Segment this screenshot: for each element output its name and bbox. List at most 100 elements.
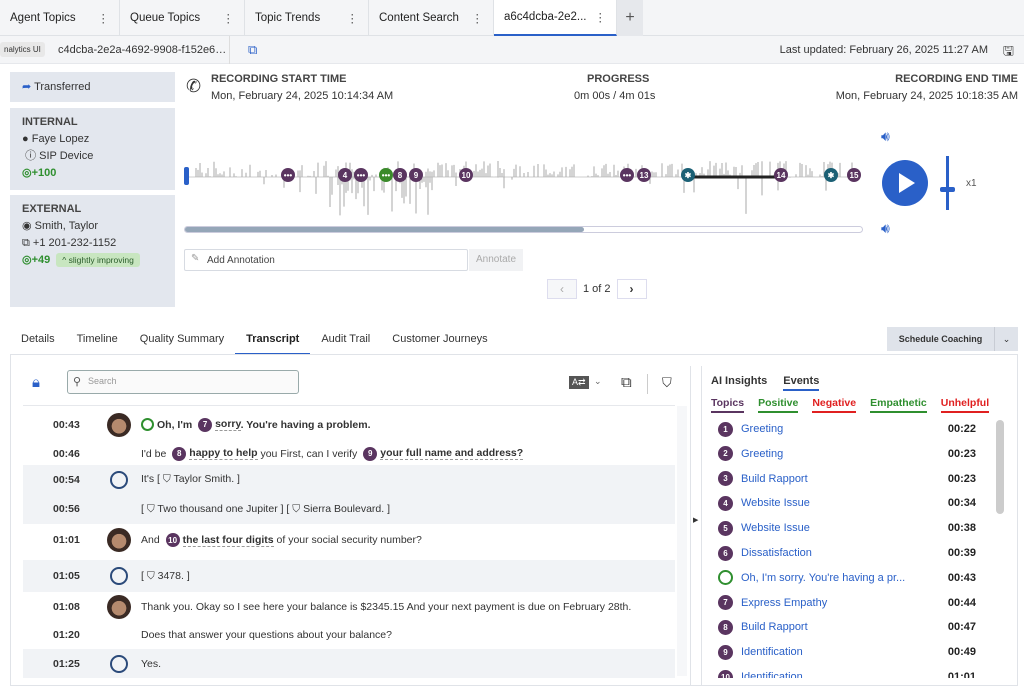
- topic-marker[interactable]: 8: [393, 168, 407, 182]
- timestamp[interactable]: 01:05: [53, 570, 80, 582]
- timestamp[interactable]: 01:20: [53, 629, 80, 641]
- event-name[interactable]: Identification: [741, 671, 803, 678]
- event-time[interactable]: 00:23: [947, 447, 976, 460]
- topic-marker[interactable]: •••: [281, 168, 295, 182]
- expand-arrow-icon[interactable]: ▶: [693, 517, 699, 524]
- more-icon[interactable]: ⋮: [594, 12, 607, 24]
- event-item[interactable]: Oh, I'm sorry. You're having a pr... 00:4…: [718, 568, 976, 588]
- speed-slider-handle[interactable]: [940, 187, 955, 192]
- add-tab-icon[interactable]: +: [617, 0, 643, 36]
- more-icon[interactable]: ⋮: [346, 13, 359, 25]
- chevron-down-icon[interactable]: ⌄: [994, 327, 1018, 351]
- tab-4[interactable]: a6c4dcba-2e2... ⋮: [494, 0, 617, 36]
- topic-badge[interactable]: 7: [198, 417, 213, 432]
- prev-page-button[interactable]: ‹: [547, 279, 577, 299]
- tab-details[interactable]: Details: [21, 333, 55, 345]
- shield-icon[interactable]: ⛉: [662, 375, 672, 390]
- annotation-input[interactable]: Add Annotation: [184, 249, 468, 271]
- event-time[interactable]: 00:44: [947, 596, 976, 609]
- event-name[interactable]: Oh, I'm sorry. You're having a pr...: [741, 571, 906, 584]
- event-name[interactable]: Build Rapport: [741, 621, 808, 634]
- filter-unhelpful[interactable]: Unhelpful: [940, 397, 990, 413]
- filter-empathetic[interactable]: Empathetic: [870, 397, 927, 413]
- tab-3[interactable]: Content Search ⋮: [369, 0, 494, 36]
- event-time[interactable]: 00:23: [947, 472, 976, 485]
- playback-scrubber[interactable]: [184, 226, 863, 233]
- event-name[interactable]: Greeting: [741, 447, 784, 460]
- tab-0[interactable]: Agent Topics ⋮: [0, 0, 120, 36]
- topic-marker[interactable]: 15: [847, 168, 861, 182]
- event-time[interactable]: 00:34: [947, 497, 976, 510]
- volume-icon[interactable]: 🔊︎: [881, 220, 890, 236]
- event-time[interactable]: 00:22: [947, 423, 976, 435]
- event-time[interactable]: 00:43: [947, 571, 976, 584]
- topic-marker[interactable]: 14: [774, 168, 788, 182]
- timestamp[interactable]: 00:43: [53, 418, 80, 431]
- play-button[interactable]: [882, 160, 928, 206]
- tab-transcript[interactable]: Transcript: [235, 330, 311, 355]
- save-icon[interactable]: 🖫: [1002, 43, 1014, 58]
- topic-marker[interactable]: ✱: [824, 168, 838, 182]
- event-time[interactable]: 00:49: [947, 646, 976, 659]
- event-item[interactable]: 9 Identification 00:49: [718, 642, 976, 662]
- event-item[interactable]: 1 Greeting 00:22: [718, 419, 976, 439]
- insights-tab[interactable]: AI Insights: [711, 375, 768, 387]
- topic-marker[interactable]: 9: [409, 168, 423, 182]
- event-name[interactable]: Website Issue: [741, 522, 810, 535]
- filter-positive[interactable]: Positive: [758, 397, 799, 413]
- event-time[interactable]: 00:47: [947, 621, 976, 634]
- event-name[interactable]: Express Empathy: [741, 596, 828, 609]
- topic-marker[interactable]: •••: [354, 168, 368, 182]
- chevron-down-icon[interactable]: ⌄: [594, 376, 602, 386]
- timestamp[interactable]: 01:08: [53, 600, 80, 613]
- event-item[interactable]: 4 Website Issue 00:34: [718, 493, 976, 513]
- event-time[interactable]: 00:38: [947, 522, 976, 535]
- panel-divider[interactable]: [690, 366, 702, 686]
- topic-badge[interactable]: 10: [165, 533, 180, 547]
- topic-marker[interactable]: 4: [338, 168, 352, 182]
- timestamp[interactable]: 00:56: [53, 503, 80, 515]
- tab-audit-trail[interactable]: Audit Trail: [321, 333, 371, 345]
- event-name[interactable]: Build Rapport: [741, 472, 808, 485]
- event-item[interactable]: 5 Website Issue 00:38: [718, 518, 976, 538]
- event-item[interactable]: 8 Build Rapport 00:47: [718, 617, 976, 637]
- timestamp[interactable]: 00:46: [53, 447, 80, 460]
- more-icon[interactable]: ⋮: [97, 13, 110, 25]
- tab-quality-summary[interactable]: Quality Summary: [139, 333, 225, 345]
- search-input[interactable]: Search: [67, 370, 299, 394]
- volume-icon[interactable]: 🔊︎: [881, 128, 890, 144]
- annotate-button[interactable]: Annotate: [469, 249, 523, 271]
- copy-icon[interactable]: ⧉: [621, 374, 632, 391]
- more-icon[interactable]: ⋮: [222, 13, 235, 25]
- event-time[interactable]: 01:01: [947, 671, 976, 678]
- topic-marker[interactable]: 10: [459, 168, 473, 182]
- copy-icon[interactable]: ⧉: [248, 41, 258, 57]
- events-scrollbar[interactable]: [996, 420, 1004, 514]
- event-name[interactable]: Website Issue: [741, 497, 810, 510]
- timestamp[interactable]: 01:25: [53, 657, 80, 670]
- event-item[interactable]: 2 Greeting 00:23: [718, 444, 976, 464]
- topic-badge[interactable]: 9: [363, 446, 378, 461]
- topic-marker[interactable]: ✱: [681, 168, 695, 182]
- more-icon[interactable]: ⋮: [471, 13, 484, 25]
- topic-marker[interactable]: 13: [637, 168, 651, 182]
- event-name[interactable]: Identification: [741, 646, 803, 659]
- next-page-button[interactable]: ›: [616, 279, 647, 299]
- event-name[interactable]: Dissatisfaction: [741, 547, 812, 559]
- timestamp[interactable]: 01:01: [53, 534, 80, 546]
- event-item[interactable]: 10 Identification 01:01: [718, 667, 976, 678]
- topic-marker[interactable]: •••: [620, 168, 634, 182]
- tab-timeline[interactable]: Timeline: [76, 333, 118, 345]
- schedule-coaching-button[interactable]: Schedule Coaching: [887, 327, 994, 351]
- topic-badge[interactable]: 8: [172, 446, 187, 461]
- topic-marker[interactable]: •••: [379, 168, 393, 182]
- event-item[interactable]: 7 Express Empathy 00:44: [718, 593, 976, 613]
- insights-tab[interactable]: Events: [783, 375, 820, 391]
- lock-icon[interactable]: 🔒︎: [32, 374, 40, 391]
- filter-negative[interactable]: Negative: [812, 397, 857, 413]
- speed-slider[interactable]: [946, 156, 949, 210]
- transcript-scrollbar[interactable]: [677, 406, 687, 676]
- tab-customer-journeys[interactable]: Customer Journeys: [392, 333, 488, 345]
- timestamp[interactable]: 00:54: [53, 473, 80, 486]
- tab-1[interactable]: Queue Topics ⋮: [120, 0, 245, 36]
